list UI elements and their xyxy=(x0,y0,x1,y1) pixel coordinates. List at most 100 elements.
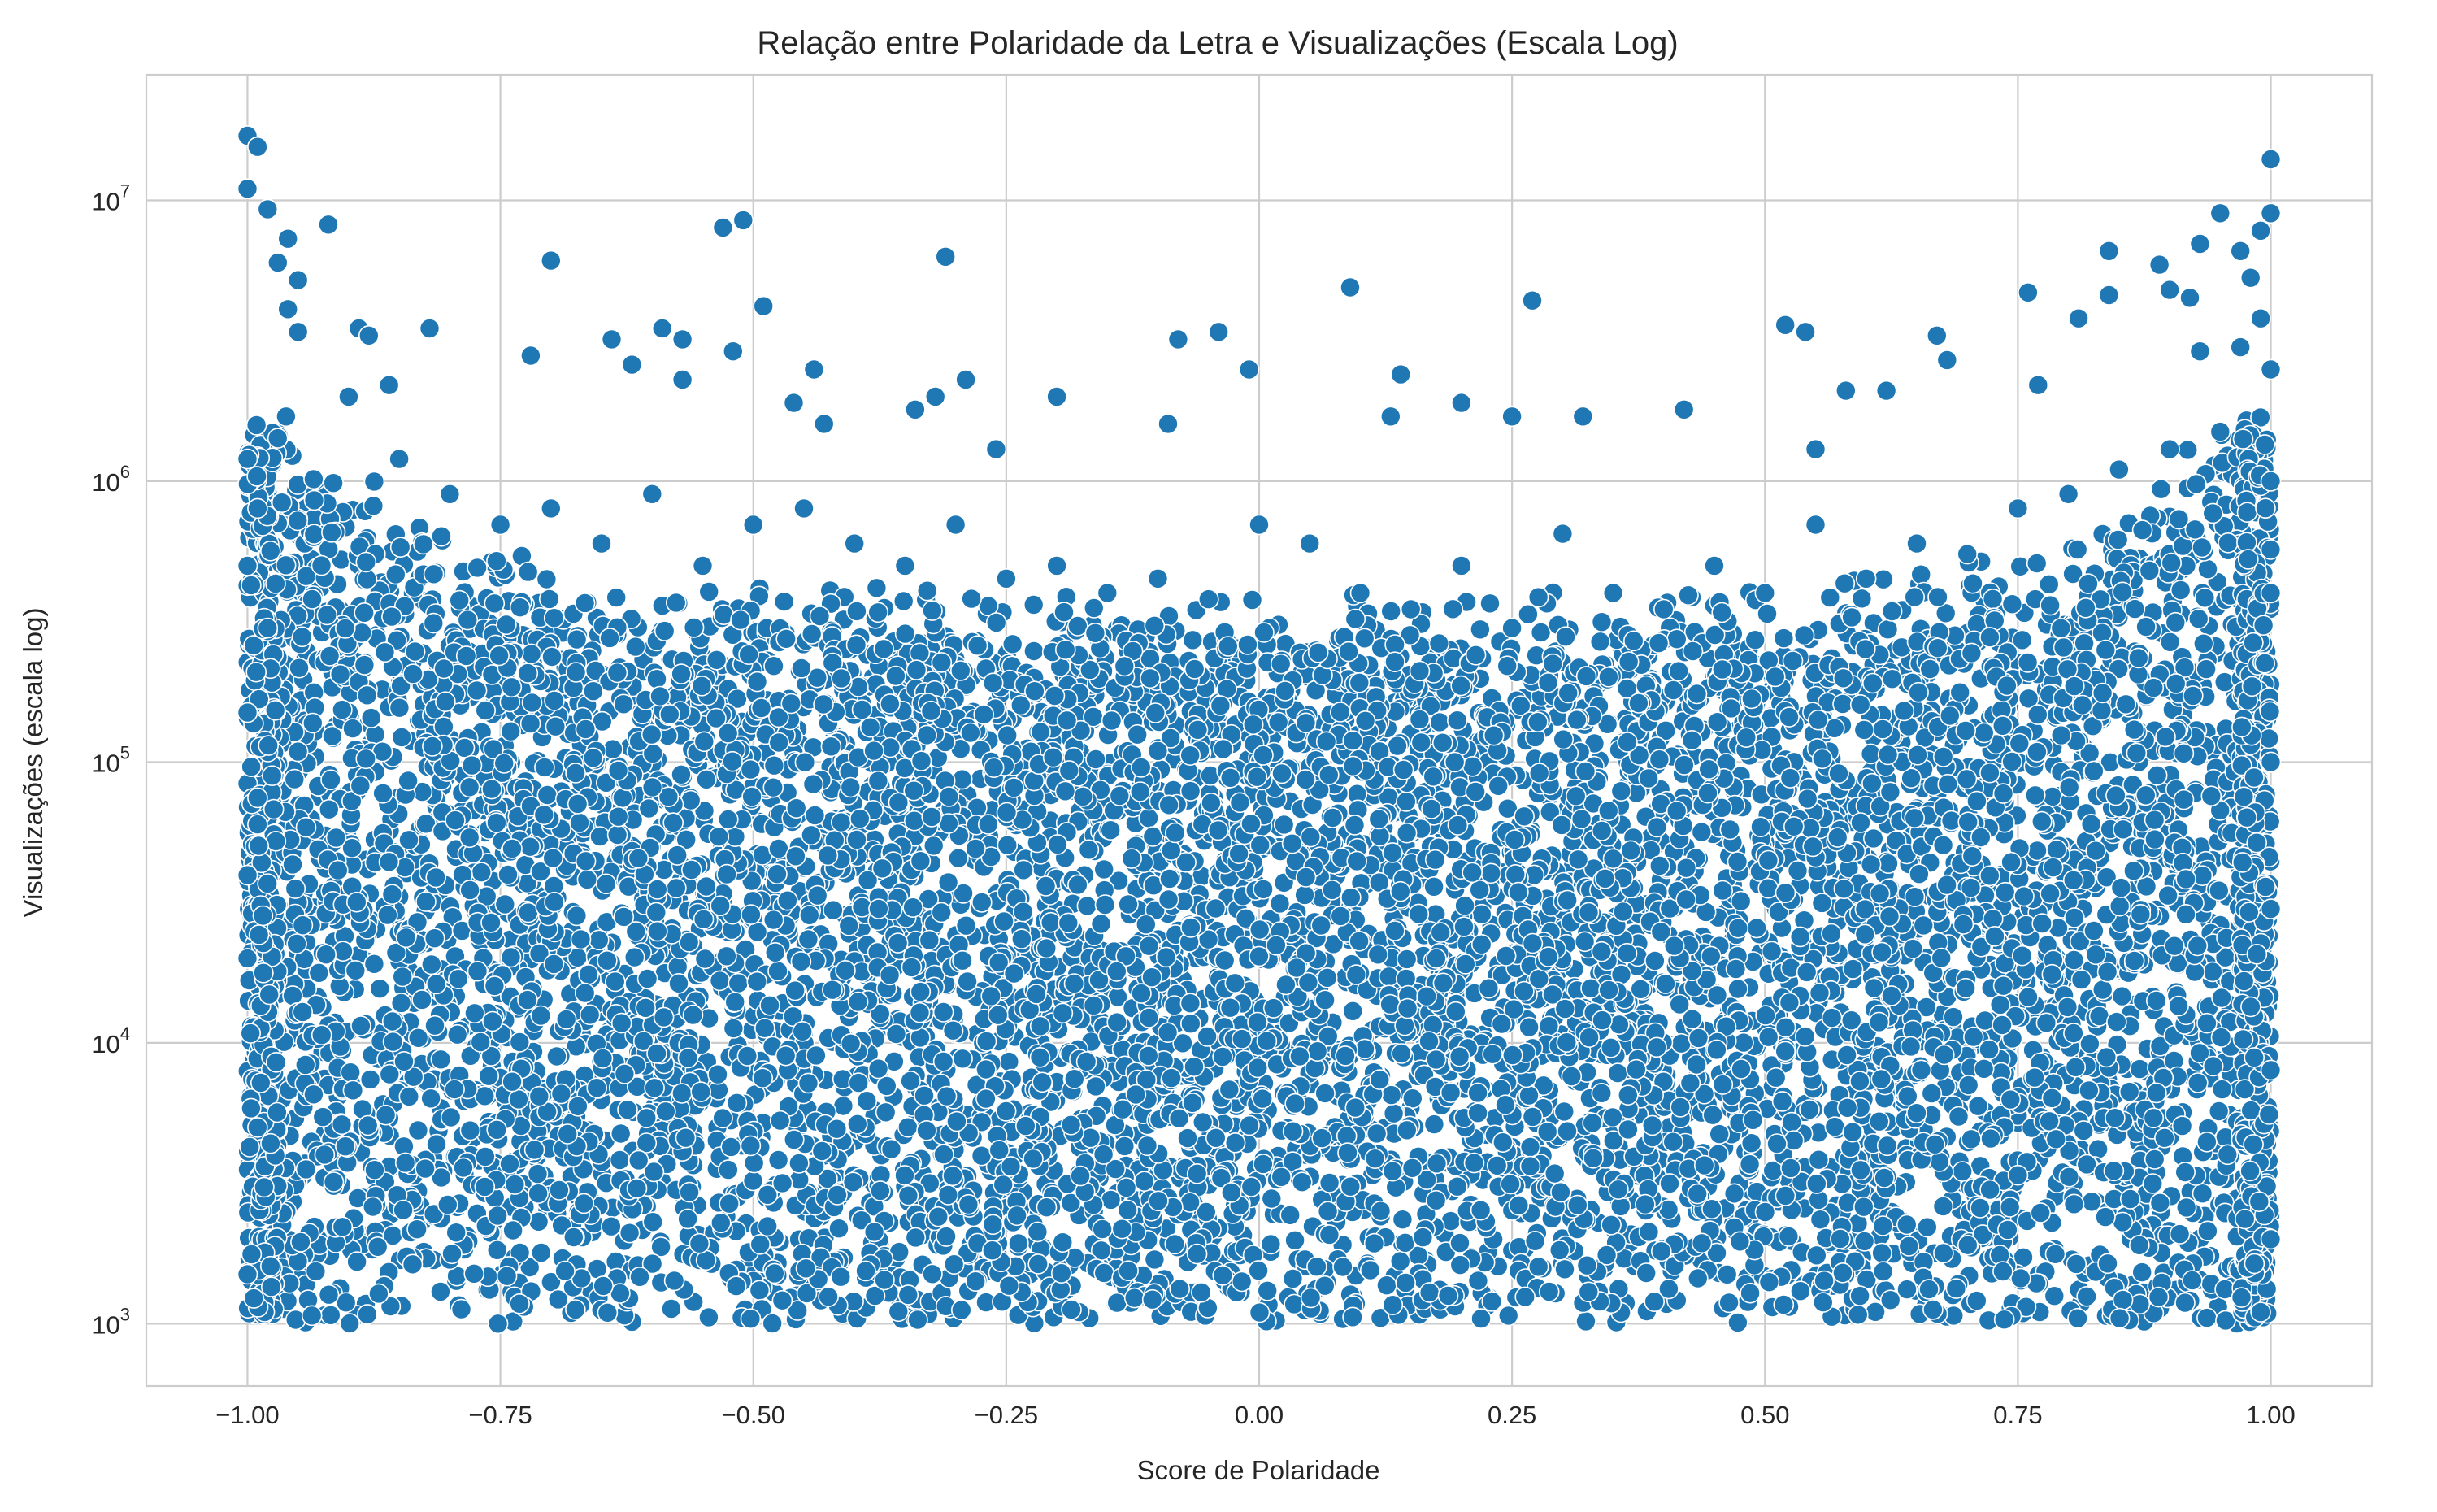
data-point xyxy=(1518,1016,1540,1038)
data-point xyxy=(528,1211,550,1232)
data-point xyxy=(430,1281,451,1302)
data-point xyxy=(407,1119,429,1141)
data-point xyxy=(1853,1231,1875,1252)
chart-title: Relação entre Polaridade da Letra e Visu… xyxy=(757,25,1678,61)
data-point xyxy=(696,768,717,790)
data-point xyxy=(391,727,413,748)
data-point xyxy=(1678,584,1699,606)
data-point xyxy=(900,1071,921,1092)
data-point xyxy=(998,1051,1020,1072)
data-point xyxy=(1182,629,1204,651)
data-point xyxy=(1376,1275,1397,1296)
data-point xyxy=(1877,619,1899,641)
data-point xyxy=(801,623,823,645)
data-point xyxy=(698,1306,719,1328)
data-point xyxy=(1575,1310,1596,1332)
data-point xyxy=(574,593,596,614)
data-point xyxy=(1755,1005,1776,1026)
data-point xyxy=(846,601,867,622)
data-point xyxy=(1781,1111,1802,1133)
data-point xyxy=(1395,1272,1416,1293)
data-point xyxy=(1273,814,1295,836)
data-point xyxy=(445,1222,467,1243)
data-point xyxy=(536,568,558,590)
data-point xyxy=(1869,1110,1890,1132)
data-point xyxy=(1688,1267,1709,1289)
data-point xyxy=(680,789,702,811)
data-point xyxy=(698,581,720,602)
data-point xyxy=(520,643,542,665)
data-point xyxy=(2076,1286,2097,1307)
data-point xyxy=(1879,1289,1901,1310)
data-point xyxy=(1744,629,1766,651)
data-point xyxy=(893,590,914,612)
data-point xyxy=(1084,597,1105,619)
data-point xyxy=(453,1157,474,1179)
data-point xyxy=(1670,1032,1692,1054)
data-point xyxy=(1383,1102,1405,1124)
data-point xyxy=(2111,985,2133,1007)
data-point xyxy=(1389,1250,1411,1272)
data-point xyxy=(536,784,558,806)
data-point xyxy=(767,1149,789,1171)
data-point xyxy=(1589,631,1611,653)
data-point xyxy=(1878,853,1899,874)
data-point xyxy=(1402,1088,1423,1109)
data-point xyxy=(1790,1280,1811,1301)
data-point xyxy=(619,1222,641,1244)
data-point xyxy=(363,471,385,493)
data-point xyxy=(1793,624,1815,646)
data-point xyxy=(828,1218,849,1239)
data-point xyxy=(1212,1046,1233,1067)
data-point xyxy=(369,978,391,999)
data-point xyxy=(1138,807,1159,829)
data-point xyxy=(1267,711,1289,733)
data-point xyxy=(1470,619,1491,641)
data-point xyxy=(1530,622,1552,643)
data-point xyxy=(2039,573,2060,595)
data-point xyxy=(2129,1058,2151,1080)
data-point xyxy=(1518,603,1539,625)
data-point xyxy=(719,1193,741,1214)
data-point xyxy=(1871,1242,1892,1264)
data-point xyxy=(497,864,519,885)
data-point xyxy=(1819,587,1841,608)
data-point xyxy=(2159,631,2181,653)
data-point xyxy=(985,612,1007,633)
data-point xyxy=(948,847,969,869)
data-point xyxy=(484,593,506,615)
data-point xyxy=(1524,1231,1546,1252)
data-point xyxy=(2131,1262,2152,1283)
data-point xyxy=(1106,1292,1127,1314)
data-point xyxy=(486,1119,508,1141)
data-point xyxy=(1655,719,1677,741)
data-point xyxy=(856,1090,878,1111)
data-point xyxy=(1952,1161,1973,1182)
data-point xyxy=(1675,857,1697,879)
data-point xyxy=(801,824,822,846)
data-point xyxy=(2150,478,2172,500)
data-point xyxy=(1910,563,1931,585)
data-point xyxy=(1241,589,1263,610)
data-point xyxy=(1442,598,1464,620)
data-point xyxy=(541,1271,562,1293)
data-point xyxy=(2187,608,2209,630)
data-point xyxy=(519,1257,541,1278)
data-point xyxy=(624,636,646,658)
data-point xyxy=(1423,876,1444,897)
scatter-points xyxy=(237,125,2282,1335)
data-point xyxy=(276,406,297,428)
data-point xyxy=(1093,858,1114,880)
data-point xyxy=(1497,1305,1519,1327)
data-point xyxy=(2053,637,2074,658)
data-point xyxy=(2197,558,2218,580)
data-point xyxy=(1873,568,1894,590)
data-point xyxy=(576,869,598,890)
data-point xyxy=(1799,1099,1820,1120)
data-point xyxy=(339,1313,361,1334)
data-point xyxy=(1023,641,1045,662)
data-point xyxy=(909,642,931,664)
data-point xyxy=(2092,979,2113,1001)
data-point xyxy=(541,646,563,667)
